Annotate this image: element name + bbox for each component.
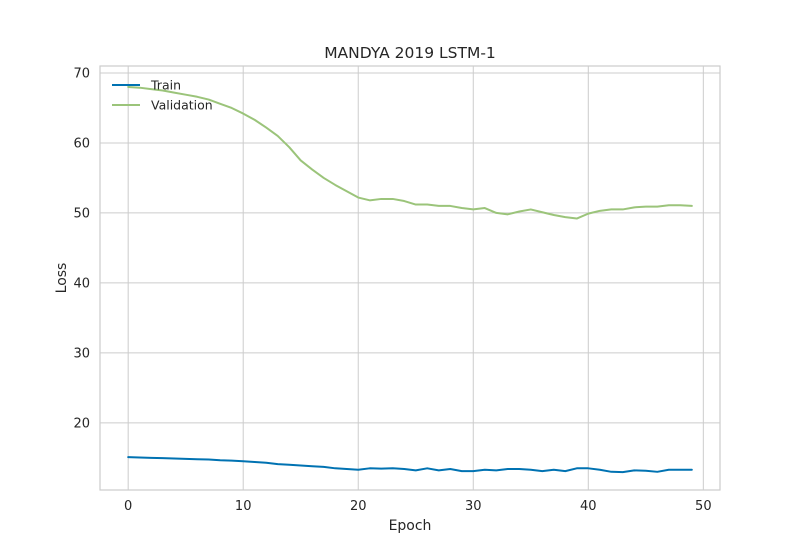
legend-label-validation: Validation: [151, 98, 213, 113]
plot-background: [100, 66, 720, 490]
y-tick-label: 30: [73, 346, 90, 361]
legend-label-train: Train: [150, 78, 181, 93]
y-axis-ticks: 20 30 40 50 60 70: [73, 66, 90, 431]
x-axis-label: Epoch: [389, 518, 432, 534]
x-tick-label: 30: [465, 499, 482, 514]
x-tick-label: 0: [124, 499, 132, 514]
y-tick-label: 70: [73, 66, 90, 81]
grid: [100, 66, 720, 490]
series-line-validation: [127, 85, 693, 220]
y-tick-label: 40: [73, 276, 90, 291]
plot-area: [99, 65, 721, 491]
x-axis-ticks: 0 10 20 30 40 50: [124, 499, 712, 514]
y-tick-label: 20: [73, 416, 90, 431]
plot-frame: [99, 65, 721, 491]
y-axis-label: Loss: [54, 263, 70, 294]
y-tick-label: 60: [73, 136, 90, 151]
chart-title: MANDYA 2019 LSTM-1: [324, 44, 496, 62]
x-tick-label: 40: [580, 499, 597, 514]
x-tick-label: 50: [695, 499, 712, 514]
x-tick-label: 10: [235, 499, 252, 514]
x-tick-label: 20: [350, 499, 367, 514]
legend: Train Validation: [112, 78, 213, 113]
series-group: [127, 85, 693, 474]
series-line-train: [127, 456, 693, 474]
y-tick-label: 50: [73, 206, 90, 221]
